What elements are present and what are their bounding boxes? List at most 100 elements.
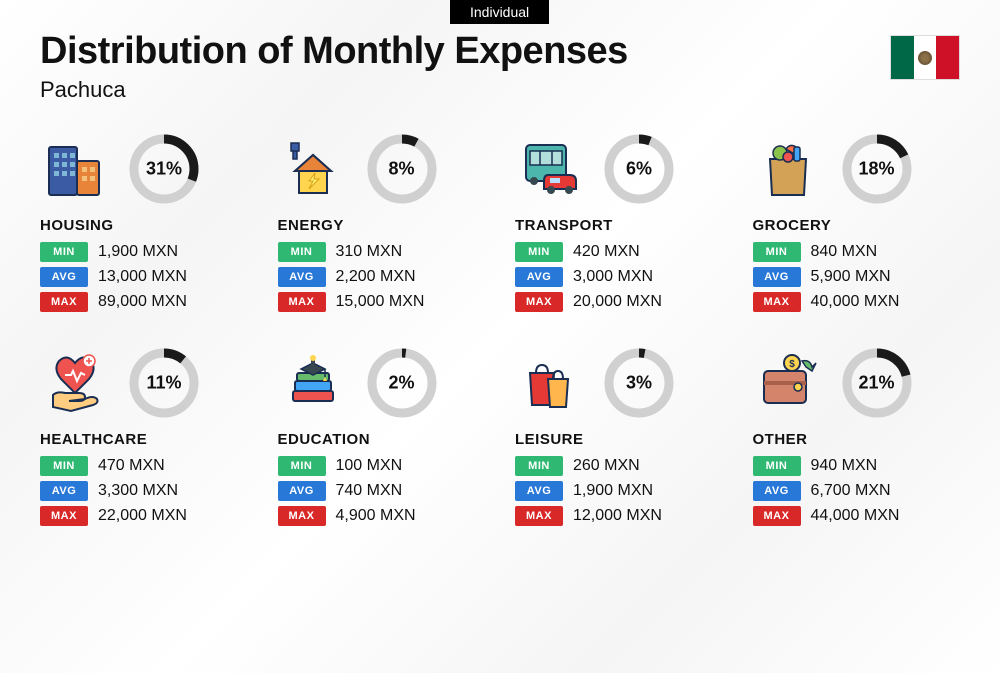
avg-badge: AVG: [40, 267, 88, 287]
avg-value: 13,000 MXN: [98, 268, 187, 286]
stat-row-min: MIN 310 MXN: [278, 242, 486, 262]
header: Distribution of Monthly Expenses Pachuca: [40, 0, 960, 103]
percent-donut: 31%: [128, 133, 200, 205]
buildings-icon: [40, 134, 110, 204]
percent-label: 8%: [388, 159, 414, 180]
category-card: 3% LEISURE MIN 260 MXN AVG 1,900 MXN MAX…: [515, 347, 723, 531]
max-badge: MAX: [40, 292, 88, 312]
max-value: 20,000 MXN: [573, 293, 662, 311]
category-name: TRANSPORT: [515, 217, 723, 234]
avg-value: 2,200 MXN: [336, 268, 416, 286]
min-value: 1,900 MXN: [98, 243, 178, 261]
min-badge: MIN: [515, 242, 563, 262]
heart-hand-icon: [40, 348, 110, 418]
percent-donut: 3%: [603, 347, 675, 419]
percent-label: 2%: [388, 373, 414, 394]
avg-badge: AVG: [515, 481, 563, 501]
avg-value: 740 MXN: [336, 482, 403, 500]
category-card: 18% GROCERY MIN 840 MXN AVG 5,900 MXN MA…: [753, 133, 961, 317]
max-badge: MAX: [278, 506, 326, 526]
max-value: 44,000 MXN: [811, 507, 900, 525]
wallet-icon: $: [753, 348, 823, 418]
category-card: 31% HOUSING MIN 1,900 MXN AVG 13,000 MXN…: [40, 133, 248, 317]
max-badge: MAX: [40, 506, 88, 526]
stat-row-max: MAX 4,900 MXN: [278, 506, 486, 526]
grad-books-icon: [278, 348, 348, 418]
min-value: 420 MXN: [573, 243, 640, 261]
min-value: 840 MXN: [811, 243, 878, 261]
category-name: EDUCATION: [278, 431, 486, 448]
category-name: GROCERY: [753, 217, 961, 234]
percent-label: 18%: [858, 159, 894, 180]
percent-label: 3%: [626, 373, 652, 394]
max-badge: MAX: [753, 292, 801, 312]
stat-row-min: MIN 100 MXN: [278, 456, 486, 476]
max-value: 12,000 MXN: [573, 507, 662, 525]
category-name: OTHER: [753, 431, 961, 448]
stat-row-avg: AVG 5,900 MXN: [753, 267, 961, 287]
mexico-flag-icon: [890, 35, 960, 80]
min-badge: MIN: [278, 456, 326, 476]
shopping-bags-icon: [515, 348, 585, 418]
stat-row-max: MAX 22,000 MXN: [40, 506, 248, 526]
max-badge: MAX: [753, 506, 801, 526]
category-card: 8% ENERGY MIN 310 MXN AVG 2,200 MXN MAX …: [278, 133, 486, 317]
stat-row-min: MIN 840 MXN: [753, 242, 961, 262]
min-badge: MIN: [278, 242, 326, 262]
stat-row-max: MAX 44,000 MXN: [753, 506, 961, 526]
avg-value: 1,900 MXN: [573, 482, 653, 500]
category-card: 2% EDUCATION MIN 100 MXN AVG 740 MXN MAX…: [278, 347, 486, 531]
min-badge: MIN: [753, 456, 801, 476]
location-subtitle: Pachuca: [40, 77, 960, 103]
category-name: HEALTHCARE: [40, 431, 248, 448]
max-badge: MAX: [515, 506, 563, 526]
min-value: 310 MXN: [336, 243, 403, 261]
stat-row-max: MAX 40,000 MXN: [753, 292, 961, 312]
percent-donut: 11%: [128, 347, 200, 419]
max-value: 22,000 MXN: [98, 507, 187, 525]
stat-row-max: MAX 20,000 MXN: [515, 292, 723, 312]
stat-row-avg: AVG 13,000 MXN: [40, 267, 248, 287]
avg-value: 3,000 MXN: [573, 268, 653, 286]
stat-row-min: MIN 470 MXN: [40, 456, 248, 476]
grocery-bag-icon: [753, 134, 823, 204]
page-title: Distribution of Monthly Expenses: [40, 30, 960, 73]
energy-house-icon: [278, 134, 348, 204]
stat-row-avg: AVG 740 MXN: [278, 481, 486, 501]
category-name: LEISURE: [515, 431, 723, 448]
stat-row-min: MIN 1,900 MXN: [40, 242, 248, 262]
percent-donut: 18%: [841, 133, 913, 205]
max-value: 15,000 MXN: [336, 293, 425, 311]
svg-text:$: $: [789, 359, 795, 370]
min-badge: MIN: [40, 456, 88, 476]
percent-label: 21%: [858, 373, 894, 394]
min-value: 470 MXN: [98, 457, 165, 475]
max-badge: MAX: [515, 292, 563, 312]
percent-donut: 8%: [366, 133, 438, 205]
max-badge: MAX: [278, 292, 326, 312]
min-value: 940 MXN: [811, 457, 878, 475]
stat-row-max: MAX 89,000 MXN: [40, 292, 248, 312]
avg-badge: AVG: [40, 481, 88, 501]
stat-row-avg: AVG 6,700 MXN: [753, 481, 961, 501]
avg-badge: AVG: [753, 267, 801, 287]
avg-badge: AVG: [278, 481, 326, 501]
max-value: 89,000 MXN: [98, 293, 187, 311]
avg-value: 6,700 MXN: [811, 482, 891, 500]
stat-row-min: MIN 420 MXN: [515, 242, 723, 262]
stat-row-max: MAX 15,000 MXN: [278, 292, 486, 312]
categories-grid: 31% HOUSING MIN 1,900 MXN AVG 13,000 MXN…: [40, 133, 960, 531]
category-name: ENERGY: [278, 217, 486, 234]
stat-row-min: MIN 940 MXN: [753, 456, 961, 476]
percent-label: 31%: [146, 159, 182, 180]
min-value: 260 MXN: [573, 457, 640, 475]
avg-value: 5,900 MXN: [811, 268, 891, 286]
min-badge: MIN: [40, 242, 88, 262]
stat-row-max: MAX 12,000 MXN: [515, 506, 723, 526]
min-badge: MIN: [515, 456, 563, 476]
percent-label: 6%: [626, 159, 652, 180]
avg-badge: AVG: [515, 267, 563, 287]
bus-car-icon: [515, 134, 585, 204]
category-card: $ 21% OTHER MIN 940 MXN AVG 6,700 MXN MA…: [753, 347, 961, 531]
stat-row-avg: AVG 3,000 MXN: [515, 267, 723, 287]
